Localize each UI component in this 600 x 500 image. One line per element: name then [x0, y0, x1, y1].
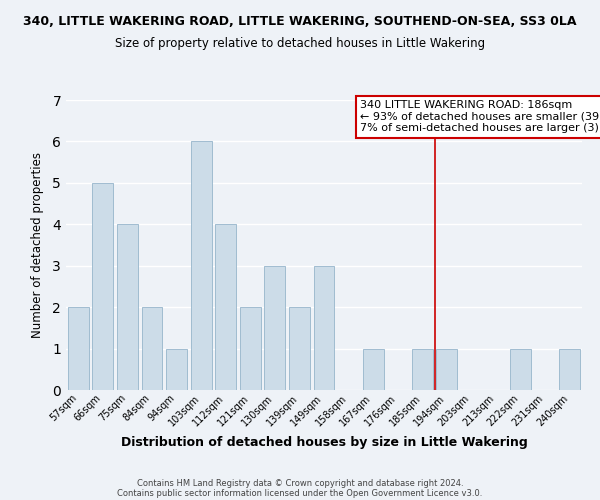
Bar — [240, 307, 261, 390]
Text: Contains HM Land Registry data © Crown copyright and database right 2024.: Contains HM Land Registry data © Crown c… — [137, 478, 463, 488]
Bar — [436, 348, 457, 390]
Bar — [117, 224, 138, 390]
Y-axis label: Number of detached properties: Number of detached properties — [31, 152, 44, 338]
Bar — [215, 224, 236, 390]
Bar — [265, 266, 286, 390]
Bar — [289, 307, 310, 390]
Bar — [142, 307, 163, 390]
Bar — [362, 348, 383, 390]
X-axis label: Distribution of detached houses by size in Little Wakering: Distribution of detached houses by size … — [121, 436, 527, 449]
Bar — [68, 307, 89, 390]
Bar — [412, 348, 433, 390]
Bar — [92, 183, 113, 390]
Bar — [191, 142, 212, 390]
Bar — [314, 266, 334, 390]
Bar — [510, 348, 531, 390]
Bar — [559, 348, 580, 390]
Text: Size of property relative to detached houses in Little Wakering: Size of property relative to detached ho… — [115, 38, 485, 51]
Text: 340 LITTLE WAKERING ROAD: 186sqm
← 93% of detached houses are smaller (39)
7% of: 340 LITTLE WAKERING ROAD: 186sqm ← 93% o… — [360, 100, 600, 133]
Bar — [166, 348, 187, 390]
Text: 340, LITTLE WAKERING ROAD, LITTLE WAKERING, SOUTHEND-ON-SEA, SS3 0LA: 340, LITTLE WAKERING ROAD, LITTLE WAKERI… — [23, 15, 577, 28]
Text: Contains public sector information licensed under the Open Government Licence v3: Contains public sector information licen… — [118, 488, 482, 498]
